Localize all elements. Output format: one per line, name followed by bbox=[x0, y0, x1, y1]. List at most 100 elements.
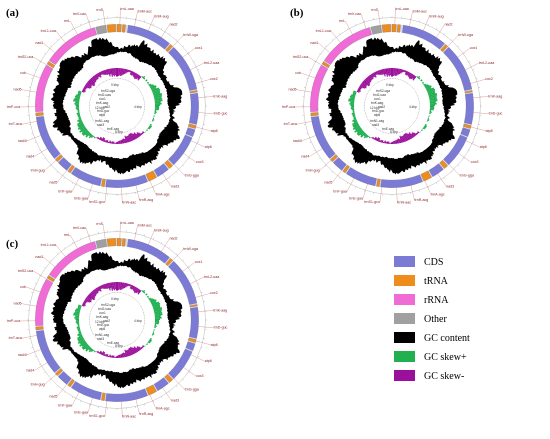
feature-trna bbox=[391, 24, 397, 33]
gc-skew-positive bbox=[418, 77, 421, 80]
gc-skew-negative bbox=[133, 346, 139, 353]
gc-skew-positive bbox=[429, 104, 435, 107]
gc-skew-positive bbox=[88, 133, 92, 137]
gc-skew-positive bbox=[152, 117, 155, 120]
gc-skew-negative bbox=[115, 68, 118, 77]
gene-label: trnK-aag bbox=[488, 94, 502, 98]
gc-skew-positive bbox=[88, 348, 93, 353]
gc-skew-negative bbox=[137, 76, 142, 81]
gc-skew-positive bbox=[154, 96, 162, 100]
gene-label: trnN-aac bbox=[122, 201, 136, 205]
gene-label: nad5 bbox=[324, 180, 332, 184]
gc-skew-negative bbox=[112, 355, 115, 358]
feature-cds bbox=[153, 377, 169, 391]
gc-skew-negative bbox=[128, 283, 131, 287]
gc-skew-negative bbox=[96, 287, 101, 292]
gc-skew-negative bbox=[409, 73, 414, 80]
legend-label: Other bbox=[424, 314, 447, 325]
gc-skew-negative bbox=[119, 282, 122, 290]
gene-label: trnN-aac bbox=[397, 201, 411, 205]
gene-label: cox1 bbox=[195, 260, 203, 264]
gc-skew-positive bbox=[151, 301, 157, 305]
gc-skew-positive bbox=[75, 104, 80, 106]
gc-skew-negative bbox=[119, 68, 122, 76]
gc-skew-positive bbox=[78, 337, 85, 343]
gc-skew-negative bbox=[106, 140, 109, 143]
gc-skew-positive bbox=[154, 107, 160, 109]
gc-skew-positive bbox=[75, 321, 80, 323]
gc-skew-negative bbox=[368, 75, 373, 80]
feature-trna bbox=[116, 238, 122, 247]
gc-skew-positive bbox=[353, 90, 357, 94]
gc-skew-negative bbox=[92, 290, 97, 295]
gc-skew-positive bbox=[428, 92, 436, 96]
gc-skew-positive bbox=[428, 94, 438, 99]
gc-skew-positive bbox=[149, 339, 152, 342]
gc-skew-positive bbox=[422, 83, 425, 85]
gc-skew-negative bbox=[87, 294, 95, 301]
feature-other bbox=[95, 24, 107, 35]
gc-skew-negative bbox=[124, 135, 128, 143]
gc-skew-positive bbox=[147, 127, 151, 130]
feature-trna bbox=[164, 160, 173, 169]
gc-skew-negative bbox=[357, 89, 361, 92]
gc-skew-positive bbox=[352, 121, 358, 126]
gc-skew-positive bbox=[77, 336, 84, 341]
gc-skew-negative bbox=[137, 75, 141, 79]
gene-label: cox1 bbox=[195, 46, 203, 50]
feature-trna bbox=[106, 238, 116, 247]
gc-skew-positive bbox=[356, 129, 363, 135]
feature-trna bbox=[188, 123, 197, 129]
gc-skew-negative bbox=[376, 137, 380, 142]
gc-skew-positive bbox=[153, 308, 163, 313]
gc-skew-positive bbox=[77, 122, 84, 127]
gc-skew-ring bbox=[73, 68, 163, 144]
inner-label: 0 kbp bbox=[386, 83, 394, 87]
gc-skew-negative bbox=[117, 68, 119, 77]
gc-skew-positive bbox=[78, 117, 82, 120]
gc-skew-positive bbox=[421, 128, 424, 130]
gc-skew-positive bbox=[81, 128, 88, 133]
gc-skew-negative bbox=[382, 68, 386, 77]
gc-skew-negative bbox=[393, 68, 395, 76]
inner-label: 4 kbp bbox=[134, 105, 142, 109]
gc-skew-negative bbox=[123, 282, 127, 289]
gc-skew-negative bbox=[385, 141, 387, 144]
gc-skew-negative bbox=[138, 132, 142, 136]
gc-skew-negative bbox=[416, 132, 419, 135]
gc-skew-positive bbox=[351, 105, 355, 108]
gc-skew-positive bbox=[144, 131, 146, 133]
gc-skew-negative bbox=[399, 135, 403, 143]
gc-skew-positive bbox=[153, 330, 154, 332]
inner-label: nad2 bbox=[103, 105, 110, 109]
gc-skew-positive bbox=[351, 108, 355, 111]
gc-skew-positive bbox=[350, 94, 356, 97]
feature-trna bbox=[46, 275, 55, 282]
gc-skew-negative bbox=[120, 68, 123, 77]
gene-label: nad1 bbox=[35, 41, 43, 45]
gc-skew-negative bbox=[369, 74, 374, 80]
gc-skew-negative bbox=[395, 68, 398, 77]
gc-skew-negative bbox=[142, 345, 145, 348]
feature-trna bbox=[145, 384, 157, 396]
gc-skew-positive bbox=[76, 322, 80, 325]
feature-cds bbox=[168, 47, 198, 91]
gc-skew-positive bbox=[428, 93, 438, 97]
gc-skew-positive bbox=[76, 326, 80, 329]
gc-skew-negative bbox=[99, 136, 102, 141]
gc-skew-negative bbox=[380, 69, 384, 75]
gene-label: trnW-uga bbox=[183, 33, 198, 37]
gc-skew-positive bbox=[154, 310, 162, 314]
gc-skew-negative bbox=[114, 68, 116, 76]
gc-skew-negative bbox=[382, 141, 385, 144]
gc-skew-negative bbox=[98, 72, 102, 78]
gc-skew-negative bbox=[104, 283, 107, 289]
feature-cds bbox=[71, 167, 102, 187]
gc-skew-positive bbox=[77, 335, 83, 340]
gc-skew-negative bbox=[390, 142, 392, 144]
gc-skew-positive bbox=[151, 87, 160, 92]
gc-skew-positive bbox=[365, 135, 369, 139]
gc-skew-negative bbox=[135, 133, 140, 138]
gc-skew-negative bbox=[119, 140, 121, 144]
gc-skew-negative bbox=[115, 142, 117, 144]
